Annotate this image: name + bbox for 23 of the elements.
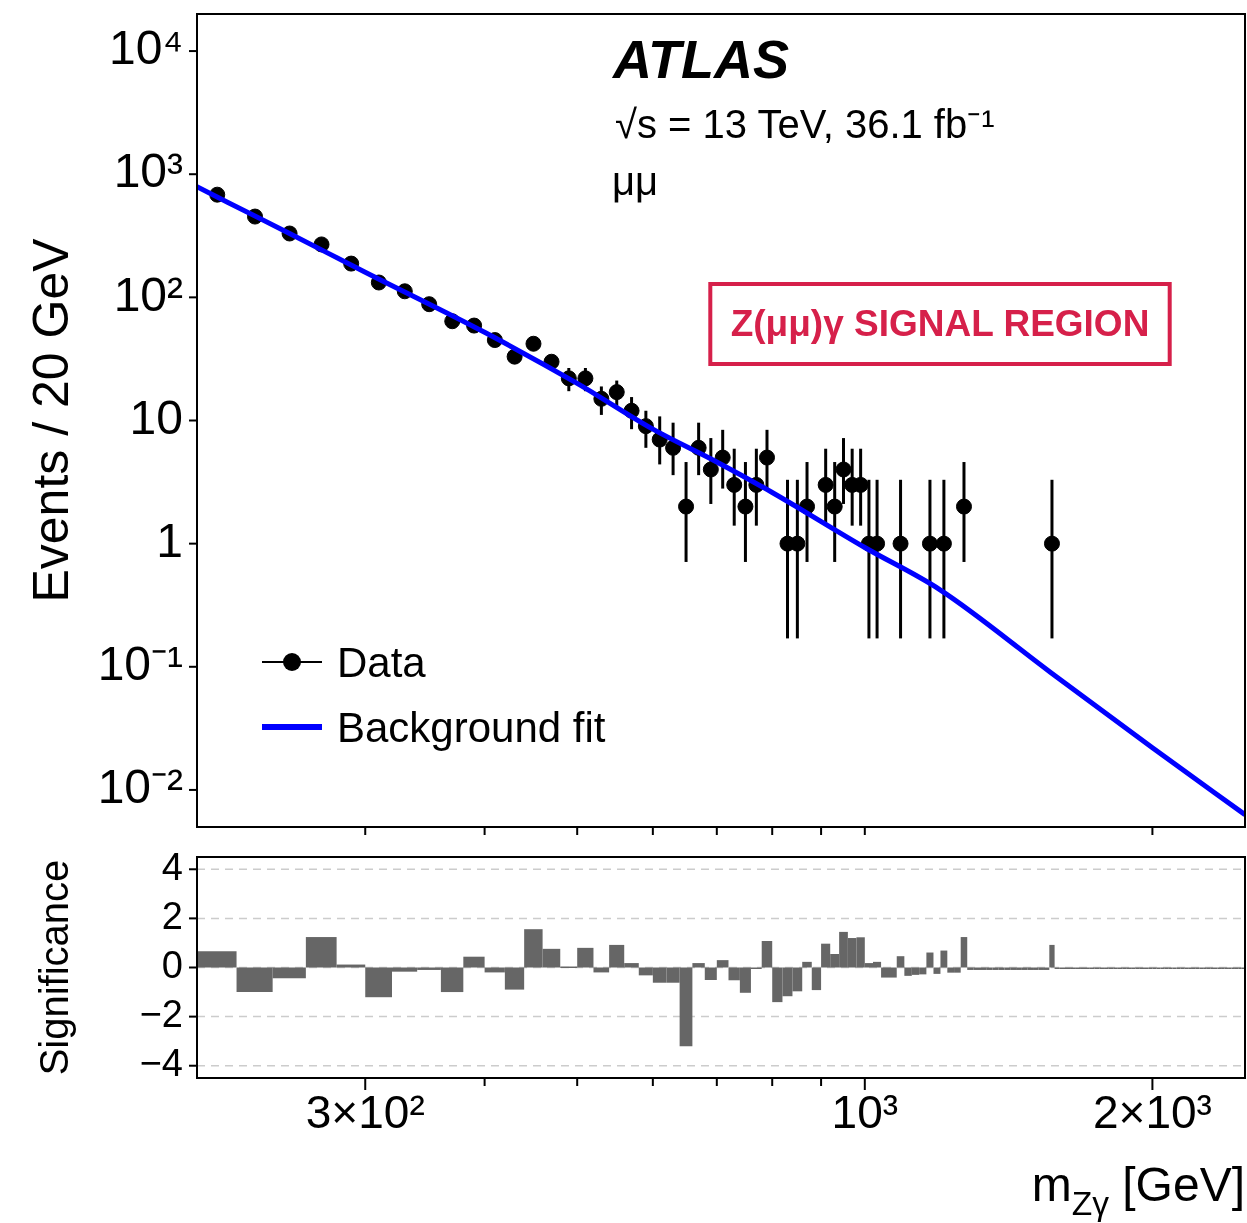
y-tick-label: 10³ [113,144,184,198]
y-tick-label: 4 [161,845,183,888]
y-tick-label: −2 [139,993,183,1036]
y-tick-label: 2 [161,894,183,937]
x-tick-label: 10³ [831,1085,899,1138]
y-tick-label: 10 [129,390,183,444]
annotation: μμ [612,159,659,203]
x-tick-label: 2×10³ [1092,1085,1212,1138]
y-tick-label: −4 [139,1042,183,1085]
y-tick-label: 10⁻¹ [97,637,183,691]
annotation: Z(μμ)γ SIGNAL REGION [730,303,1150,345]
legend-label: Background fit [337,704,606,751]
annotation: ATLAS [611,29,789,89]
annotation: √s = 13 TeV, 36.1 fb⁻¹ [615,102,995,146]
y-tick-label: 0 [161,943,183,986]
y-tick-label: 10² [113,267,184,321]
y-tick-label: 10⁻² [97,760,184,814]
y-tick-label: 10⁴ [108,21,183,75]
legend-label: Data [337,639,427,686]
y-axis-title: Events / 20 GeV [23,237,79,603]
x-tick-label: 3×10² [305,1085,425,1138]
y-tick-label: 1 [156,513,183,567]
y-axis-title: Significance [32,859,76,1076]
